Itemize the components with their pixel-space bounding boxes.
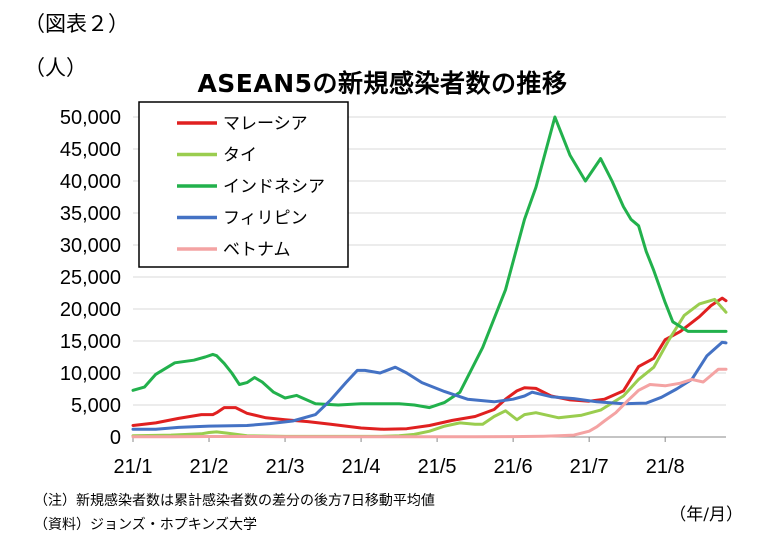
legend-label: フィリピン	[223, 209, 308, 229]
x-unit-label: （年/月）	[669, 505, 743, 525]
x-tick-label: 21/7	[570, 456, 609, 478]
y-tick-label: 40,000	[60, 171, 121, 193]
x-tick-label: 21/6	[494, 456, 533, 478]
y-tick-label: 15,000	[60, 331, 121, 353]
chart-title: ASEAN5の新規感染者数の推移	[197, 69, 568, 98]
x-tick-label: 21/5	[418, 456, 457, 478]
footnote: （注）新規感染者数は累計感染者数の差分の後方7日移動平均値	[34, 493, 435, 509]
series-line	[131, 297, 728, 438]
figure-label: （図表２）	[24, 12, 129, 36]
y-tick-label: 10,000	[60, 363, 121, 385]
y-tick-label: 0	[110, 427, 121, 449]
y-tick-label: 45,000	[60, 139, 121, 161]
y-tick-label: 25,000	[60, 267, 121, 289]
x-tick-label: 21/1	[114, 456, 153, 478]
y-tick-label: 5,000	[71, 395, 121, 417]
y-tick-label: 35,000	[60, 203, 121, 225]
x-tick-label: 21/4	[342, 456, 381, 478]
series-line	[131, 367, 728, 439]
legend-label: マレーシア	[223, 114, 308, 134]
legend-label: ベトナム	[223, 240, 291, 260]
legend-label: タイ	[223, 146, 257, 166]
series-line	[131, 340, 728, 431]
y-tick-label: 30,000	[60, 235, 121, 257]
x-tick-label: 21/3	[266, 456, 305, 478]
legend-label: インドネシア	[223, 177, 325, 197]
x-tick-label: 21/2	[190, 456, 229, 478]
source-note: （資料）ジョンズ・ホプキンズ大学	[34, 517, 258, 533]
y-tick-label: 20,000	[60, 299, 121, 321]
y-tick-label: 50,000	[60, 107, 121, 129]
x-tick-label: 21/8	[646, 456, 685, 478]
series-line	[131, 296, 728, 431]
legend-box	[138, 101, 349, 268]
series-line	[131, 115, 728, 410]
y-unit-label: （人）	[24, 56, 87, 80]
